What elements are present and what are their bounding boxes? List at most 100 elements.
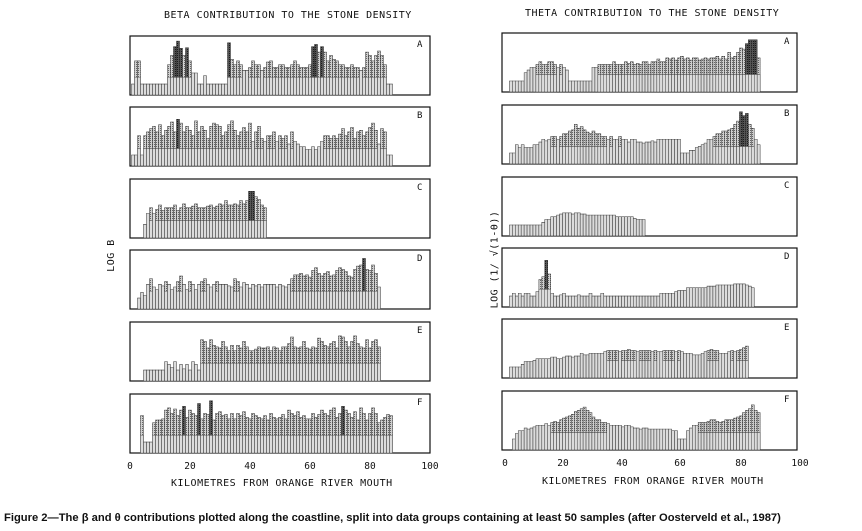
theta-panel-b-bar [529, 147, 534, 165]
theta-panel-b-bar [515, 144, 519, 165]
beta-panel-e-bar-base [314, 363, 318, 382]
theta-panel-e-bar [686, 353, 690, 379]
beta-panel-a-bar [158, 83, 162, 96]
beta-panel-b-bar [131, 154, 135, 167]
theta-panel-d-bar [532, 295, 537, 308]
beta-panel-a-bar-base [302, 77, 306, 96]
theta-panel-c-bar [568, 212, 572, 237]
beta-panel-f-bar-base [221, 435, 225, 454]
theta-panel-f-bar-base [597, 432, 602, 451]
theta-panel-a-bar [512, 80, 516, 93]
theta-panel-f-bar-base [745, 432, 749, 451]
theta-panel-a-bar-base [730, 74, 734, 93]
beta-panel-f-bar-base [368, 435, 372, 454]
beta-panel-d-bar-base [308, 291, 312, 310]
beta-panel-e-bar-base [287, 363, 291, 382]
theta-panel-d-bar [515, 295, 519, 308]
beta-panel-a-bar-base [137, 77, 141, 96]
theta-panel-a-bar-base [656, 74, 661, 93]
beta-panel-f-bar-base [287, 435, 291, 454]
theta-panel-b-bar-base [574, 146, 578, 165]
beta-panel-a-bar-base [320, 77, 324, 96]
theta-panel-b-bar [544, 140, 548, 165]
theta-panel-e-bar [547, 358, 551, 379]
beta-panel-a-bar-base [323, 77, 327, 96]
theta-panel-f-bar [615, 425, 619, 451]
beta-panel-a-bar-base [287, 77, 291, 96]
beta-panel-b-bar [305, 149, 309, 167]
beta-panel-b-bar-base [374, 148, 378, 167]
beta-panel-d-bar-base [236, 291, 240, 310]
theta-panel-d-bar [600, 293, 605, 308]
beta-panel-b-bar-base [242, 148, 246, 167]
theta-panel-c-bar [579, 213, 584, 237]
beta-panel-f-bar-base [230, 435, 234, 454]
beta-panel-e-bar-base [221, 363, 225, 382]
beta-panel-f-bar-base [218, 435, 222, 454]
theta-panel-d-bar [733, 283, 737, 308]
theta-panel-c-bar [562, 212, 566, 237]
beta-panel-b-bar-base [158, 148, 162, 167]
theta-panel-c-bar [600, 214, 605, 237]
beta-panel-b-bar-base [209, 148, 213, 167]
beta-panel-a-bar-base [314, 77, 318, 96]
theta-panel-a-bar-base [736, 74, 740, 93]
beta-panel-b-bar-base [215, 148, 219, 167]
theta-panel-e-bar-base [671, 360, 675, 379]
beta-panel-e-bar-base [278, 363, 282, 382]
theta-panel-f-bar [683, 438, 687, 451]
theta-panel-c-bar [621, 216, 625, 237]
beta-panel-d-bar [272, 284, 276, 310]
beta-panel-e-bar [179, 364, 183, 382]
theta-panel-e-bar [529, 361, 534, 379]
theta-panel-d-bar [606, 295, 610, 308]
beta-panel-a-bar-base [227, 77, 231, 96]
beta-panel-c-bar [152, 213, 156, 239]
beta-panel-e-bar-base [215, 363, 219, 382]
theta-panel-d-bar [638, 295, 643, 308]
theta-panel-d-bar [671, 293, 675, 308]
theta-panel-c-bar [582, 213, 587, 237]
theta-panel-b-bar-base [739, 146, 743, 165]
theta-panel-b-bar-base [748, 146, 752, 165]
beta-panel-a-bar-base [188, 77, 192, 96]
beta-panel-e-bar-base [230, 363, 234, 382]
beta-panel-d-bar [284, 286, 288, 310]
theta-panel-e-bar-base [739, 360, 743, 379]
theta-panel-a-bar-base [671, 74, 675, 93]
beta-panel-e-bar-base [200, 363, 204, 382]
beta-panel-d-bar [224, 284, 228, 310]
theta-panel-e-bar-base [615, 360, 619, 379]
theta-panel-b-bar-base [568, 146, 572, 165]
beta-panel-d-bar-base [293, 291, 297, 310]
beta-panel-e-bar-base [338, 363, 342, 382]
beta-panel-a-bar-base [269, 77, 273, 96]
theta-panel-e-bar [733, 351, 737, 379]
theta-panel-c-bar [535, 224, 540, 237]
theta-panel-b-bar-base [712, 146, 717, 165]
beta-panel-f-bar-base [158, 435, 162, 454]
theta-panel-a-bar-base [644, 74, 649, 93]
beta-panel-b-bar-base [365, 148, 369, 167]
beta-panel-f-bar-base [152, 435, 156, 454]
beta-panel-c-bar-base [224, 220, 228, 239]
beta-panel-a-bar [359, 70, 363, 96]
theta-panel-e-bar-base [668, 360, 672, 379]
theta-panel-d-label: D [784, 252, 789, 262]
theta-panel-a-bar [585, 80, 590, 93]
theta-panel-f-bar [662, 428, 666, 451]
beta-panel-a-bar [149, 83, 153, 96]
beta-panel-f-bar-base [239, 435, 243, 454]
beta-panel-e-bar-base [341, 363, 345, 382]
theta-panel-d-bar [647, 295, 652, 308]
theta-panel-f-bar-base [727, 432, 731, 451]
theta-panel-f-bar [517, 430, 522, 451]
beta-panel-f-bar-base [281, 435, 285, 454]
beta-panel-f-bar-base [251, 435, 255, 454]
beta-panel-f-bar-base [206, 435, 210, 454]
theta-panel-d-bar [579, 295, 584, 308]
beta-panel-b-bar-base [380, 148, 384, 167]
beta-panel-c-bar-base [203, 220, 207, 239]
beta-panel-e-label: E [417, 326, 422, 336]
beta-panel-b-bar-base [323, 148, 327, 167]
